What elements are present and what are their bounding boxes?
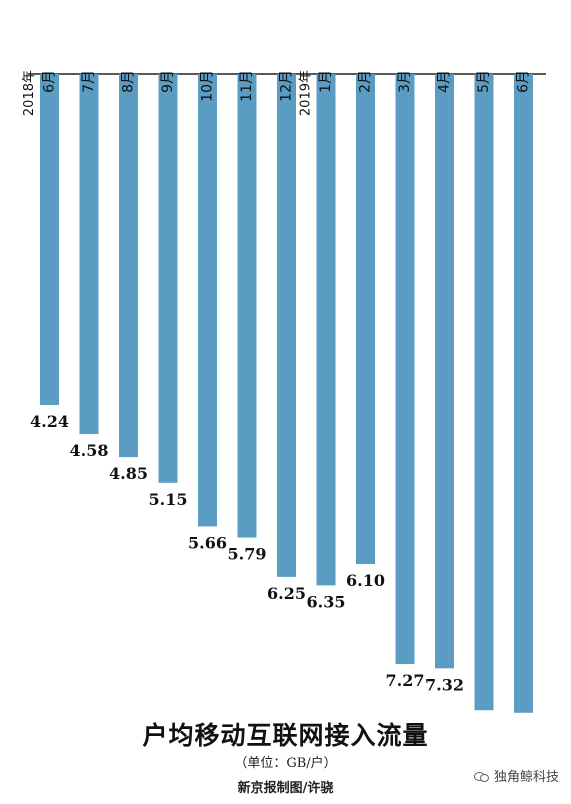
bar-13 — [514, 74, 533, 713]
value-label-11: 7.32 — [425, 675, 464, 694]
bar-3 — [119, 74, 138, 458]
month-label-2: 7月 — [81, 70, 97, 93]
month-label-1: 6月 — [42, 70, 58, 93]
value-label-4: 5.15 — [149, 490, 188, 509]
month-label-12: 5月 — [476, 70, 492, 93]
bar-6 — [237, 74, 257, 538]
chart-title: 户均移动互联网接入流量 — [142, 721, 429, 750]
value-label-7: 6.25 — [267, 584, 306, 603]
value-label-1: 4.24 — [30, 412, 69, 431]
bar-10 — [395, 74, 415, 665]
value-label-5: 5.66 — [188, 533, 227, 552]
bar-2 — [79, 74, 99, 435]
labels-group: 4.24 6月 4.58 7月 4.85 8月 5.15 9月 5.66 10月 5.79 11月 6.… — [22, 70, 532, 694]
bar-8 — [316, 74, 336, 586]
year-label-1: 2018年 — [22, 70, 37, 116]
month-label-9: 2月 — [358, 70, 374, 93]
bars-group — [40, 74, 533, 713]
month-label-10: 3月 — [397, 70, 413, 93]
month-label-11: 4月 — [437, 70, 453, 93]
month-label-7: 12月 — [279, 70, 295, 102]
month-label-3: 8月 — [121, 70, 137, 93]
value-label-10: 7.27 — [386, 671, 425, 690]
watermark: 独角鲸科技 — [473, 766, 559, 785]
bar-1 — [40, 74, 59, 405]
year-label-2: 2019年 — [299, 70, 314, 116]
value-label-9: 6.10 — [346, 571, 385, 590]
wechat-icon — [473, 770, 490, 782]
chart-credit: 新京报制图/许骁 — [237, 781, 334, 796]
bar-7 — [277, 74, 296, 577]
value-label-8: 6.35 — [307, 592, 346, 611]
bar-9 — [356, 74, 375, 565]
month-label-4: 9月 — [160, 70, 176, 93]
chart-unit: （单位：GB/户） — [234, 756, 337, 771]
bar-4 — [158, 74, 178, 483]
month-label-8: 1月 — [318, 70, 334, 93]
month-label-6: 11月 — [239, 70, 255, 102]
month-label-13: 6月 — [516, 70, 532, 93]
value-label-2: 4.58 — [70, 441, 109, 460]
bar-12 — [474, 74, 494, 711]
bar-11 — [435, 74, 454, 669]
value-label-3: 4.85 — [109, 464, 148, 483]
month-label-5: 10月 — [200, 70, 216, 102]
value-label-6: 5.79 — [228, 545, 267, 564]
bar-chart: 4.24 6月 4.58 7月 4.85 8月 5.15 9月 5.66 10月 5.79 11月 6.… — [22, 70, 546, 713]
watermark-text: 独角鲸科技 — [493, 770, 559, 785]
bar-5 — [198, 74, 217, 527]
